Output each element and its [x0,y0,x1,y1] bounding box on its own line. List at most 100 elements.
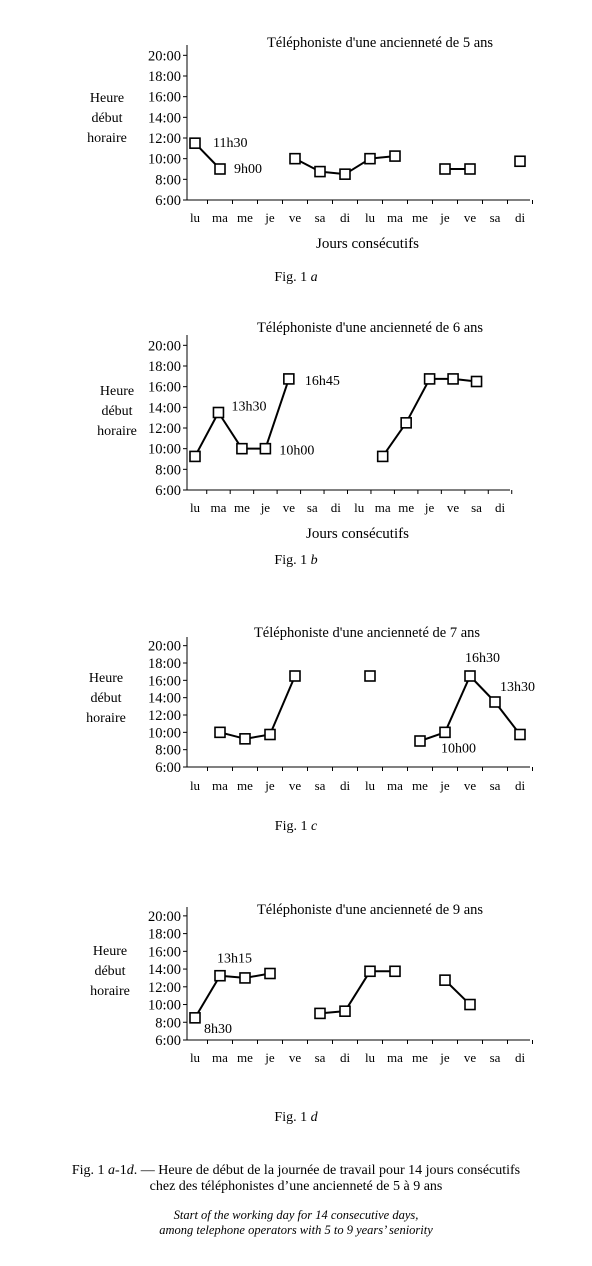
x-tick-label: ma [387,1050,403,1065]
y-tick-label: 10:00 [148,998,181,1014]
x-tick-label: lu [190,500,201,515]
data-label: 10h00 [441,741,476,756]
data-point-marker [283,373,295,385]
data-point-marker [236,442,248,455]
y-tick-label: 8:00 [155,743,181,759]
x-tick-label: di [515,778,526,793]
data-point-marker [189,137,201,149]
y-tick-label: 20:00 [148,639,181,655]
data-point-marker [464,670,476,682]
x-tick-label: di [340,210,351,225]
fig-label-1d: Fig. 1 d [274,1110,318,1125]
data-point-marker [489,696,501,708]
fig-label-1c: Fig. 1 c [274,819,318,834]
x-tick-label: ve [283,500,296,515]
x-tick-label: sa [307,500,318,515]
data-point-marker [239,733,251,745]
series-line-segment [405,378,431,424]
x-tick-label: sa [490,1050,501,1065]
x-tick-label: ve [464,778,477,793]
x-tick-label: sa [315,210,326,225]
data-point-marker [514,155,526,168]
y-tick-label: 20:00 [148,48,181,64]
y-axis-label: début [91,111,122,126]
chart-1b: Téléphoniste d'une ancienneté de 6 ans He… [97,320,513,542]
x-tick-label: di [515,210,526,225]
series-line-segment [444,675,471,733]
x-tick-label: ve [447,500,460,515]
y-tick-label: 12:00 [148,708,181,724]
chart-1a: Téléphoniste d'une ancienneté de 5 ans He… [87,35,533,252]
y-axis-label: début [101,404,132,419]
y-tick-label: 18:00 [148,656,181,672]
y-tick-label: 20:00 [148,338,181,354]
data-label: 11h30 [213,136,247,151]
y-tick-label: 18:00 [148,69,181,85]
x-tick-label: lu [190,210,201,225]
data-label: 13h30 [231,400,266,415]
y-tick-label: 12:00 [148,421,181,437]
x-tick-label: ve [289,210,302,225]
caption-en-line-1: Start of the working day for 14 consecut… [173,1208,419,1222]
x-tick-label: di [340,778,351,793]
x-axis-label: Jours consécutifs [306,526,409,542]
y-tick-label: 6:00 [155,483,181,499]
y-tick-label: 16:00 [148,673,181,689]
x-tick-label: ma [212,778,228,793]
data-point-marker [314,165,326,178]
data-point-marker [439,163,451,175]
data-point-marker [364,670,376,682]
data-point-marker [214,969,226,982]
y-tick-label: 12:00 [148,980,181,996]
x-tick-label: sa [471,500,482,515]
data-point-marker [376,450,389,463]
y-tick-label: 10:00 [148,152,181,168]
y-axis-label: horaire [86,711,126,726]
x-tick-label: sa [315,1050,326,1065]
x-tick-label: ma [211,500,227,515]
data-point-marker [389,150,401,162]
data-point-marker [189,1012,201,1024]
caption-fr-line-2: chez des téléphonistes d’une ancienneté … [149,1179,443,1194]
data-point-marker [264,967,276,980]
x-tick-label: lu [365,210,376,225]
x-tick-label: ma [387,210,403,225]
data-label: 16h45 [305,374,340,389]
y-tick-label: 10:00 [148,442,181,458]
x-tick-label: je [439,210,450,225]
x-tick-label: je [439,1050,450,1065]
y-tick-label: 14:00 [148,400,181,416]
y-axis-label: début [90,691,121,706]
data-point-marker [364,965,376,978]
y-tick-label: 6:00 [155,760,181,776]
y-tick-label: 8:00 [155,462,181,478]
x-tick-label: ma [375,500,391,515]
y-tick-label: 8:00 [155,1015,181,1031]
caption-fr-line-1: Fig. 1 a-1d. — Heure de début de la jour… [71,1163,521,1178]
x-tick-label: me [237,210,253,225]
data-point-marker [464,998,476,1011]
figure-caption-fr: Fig. 1 a-1d. — Heure de début de la jour… [0,1163,592,1195]
y-axis-label: Heure [89,671,123,686]
figure-caption-en: Start of the working day for 14 consecut… [0,1208,592,1238]
data-label: 13h15 [217,952,252,967]
y-tick-label: 10:00 [148,725,181,741]
x-tick-label: ve [464,1050,477,1065]
x-tick-label: sa [490,210,501,225]
x-tick-label: me [237,1050,253,1065]
y-tick-label: 16:00 [148,380,181,396]
x-tick-label: je [264,1050,275,1065]
data-point-marker [464,163,476,175]
x-tick-label: sa [490,778,501,793]
y-tick-label: 14:00 [148,691,181,707]
series-line-segment [264,378,290,449]
data-label: 9h00 [234,162,262,177]
y-tick-label: 18:00 [148,359,181,375]
x-tick-label: je [260,500,271,515]
data-point-marker [239,972,251,984]
y-tick-label: 14:00 [148,962,181,978]
x-tick-label: je [439,778,450,793]
series-line-segment [194,412,220,457]
x-tick-label: me [398,500,414,515]
x-tick-label: je [424,500,435,515]
